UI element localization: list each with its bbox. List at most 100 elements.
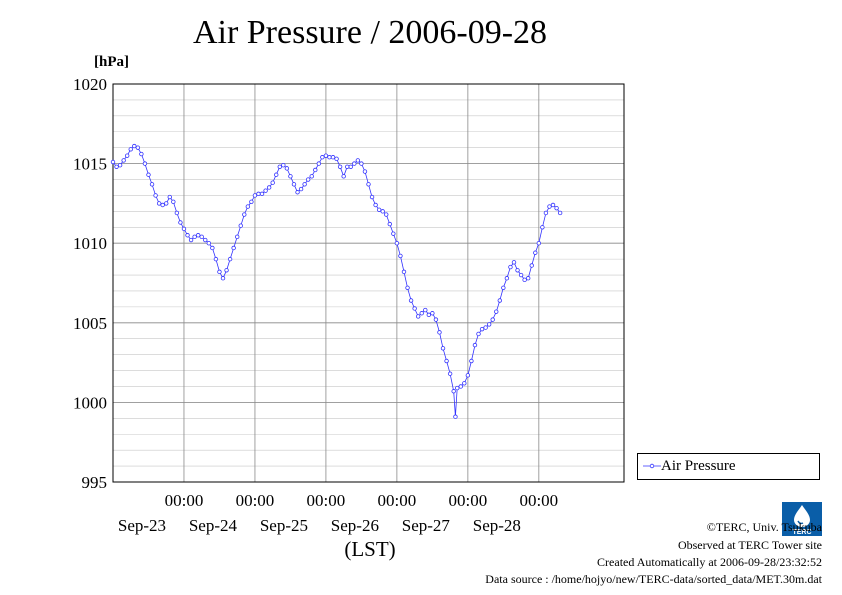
data-point [547,204,552,209]
data-point [220,276,226,281]
data-point [557,210,563,216]
y-axis-unit-label: [hPa] [94,54,129,70]
y-tick-label: 1005 [73,314,107,333]
data-point [334,156,339,162]
data-point [153,193,158,198]
data-point [341,174,346,179]
data-point [291,182,297,187]
data-point [132,143,137,149]
data-point [511,260,517,265]
data-point [355,158,361,163]
data-point [529,263,534,268]
data-point [203,237,208,243]
data-point [550,202,556,208]
data-point [337,164,343,169]
data-point [309,174,314,179]
data-point [369,194,375,200]
data-point [352,161,357,166]
data-point [508,264,513,270]
x-axis-label: (LST) [344,537,395,561]
data-point [274,172,279,177]
data-point [469,358,474,364]
data-point [391,231,396,236]
data-point [430,311,435,316]
data-point [185,233,190,238]
data-point [462,381,467,386]
x-tick-date-label: Sep-25 [260,516,308,535]
credit-created-time: Created Automatically at 2006-09-28/23:3… [597,555,822,569]
data-point [494,309,499,314]
data-point [313,167,318,173]
data-point [455,385,460,391]
data-point [117,162,123,168]
data-point [135,145,141,150]
data-point [359,161,364,166]
data-point [128,147,133,152]
data-point [376,207,382,212]
x-tick-date-label: Sep-26 [331,516,379,535]
logo-lettering: TERC [792,529,811,536]
chart-legend: Air Pressure [637,453,820,480]
data-point [423,307,428,313]
data-point [453,414,458,419]
data-point [206,240,212,246]
legend-series-label: Air Pressure [661,458,736,474]
y-tick-label: 1015 [73,155,107,174]
data-point [270,180,275,185]
data-point [213,256,219,262]
data-point [164,201,169,206]
legend-series-marker [643,463,661,469]
data-point [543,210,549,216]
data-point [195,233,201,238]
data-point [501,285,506,290]
x-tick-date-label: Sep-28 [473,516,521,535]
data-point [199,234,204,240]
x-tick-time-label: 00:00 [519,491,558,510]
data-point [224,268,229,273]
y-tick-label: 1020 [73,75,107,94]
data-point [266,185,272,190]
data-point [384,212,389,217]
data-point [554,205,559,211]
data-point [210,245,215,251]
data-point [295,190,300,195]
data-point [323,153,329,158]
data-point [192,234,197,240]
data-point [142,161,148,166]
data-point [465,373,471,378]
data-point [401,269,407,275]
data-point [146,172,151,177]
data-point [167,194,172,200]
data-point [515,268,520,273]
data-point [139,151,144,157]
x-tick-time-label: 00:00 [165,491,204,510]
terc-logo-icon: TERC [782,502,822,536]
data-point [345,164,350,169]
data-point [486,322,492,327]
credit-data-source: Data source : /home/hojyo/new/TERC-data/… [485,572,822,586]
data-point [366,182,371,187]
data-point [256,191,261,197]
x-tick-time-label: 00:00 [236,491,275,510]
data-point [536,240,542,246]
data-point [408,298,414,303]
data-point [522,277,527,283]
data-point [305,177,311,182]
data-point [302,182,307,187]
data-point [440,346,446,351]
data-point [242,212,247,217]
data-point [188,237,194,243]
data-point [252,193,258,198]
data-point [160,202,165,208]
data-point [149,182,155,187]
data-point [298,186,304,192]
data-point [476,331,481,337]
y-tick-label: 995 [82,473,108,492]
x-tick-date-label: Sep-24 [189,516,238,535]
data-point [479,326,485,332]
data-point [483,325,488,330]
x-tick-time-label: 00:00 [448,491,487,510]
data-point [231,245,236,251]
data-point [437,330,442,335]
